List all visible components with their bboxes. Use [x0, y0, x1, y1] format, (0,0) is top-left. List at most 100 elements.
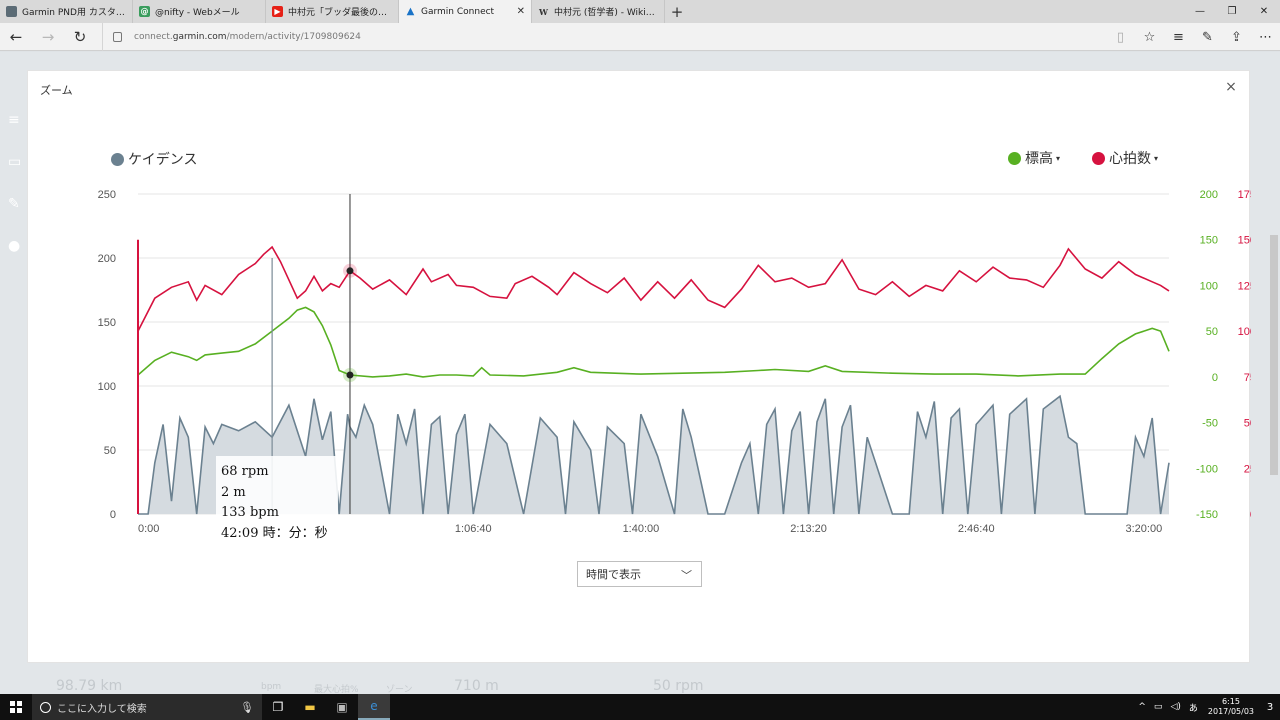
web-note-icon[interactable]: ✎	[1202, 29, 1213, 45]
tab-title: @nifty - Webメール	[155, 8, 240, 18]
more-icon[interactable]: ⋯	[1259, 29, 1272, 45]
network-icon[interactable]: ▭	[1153, 702, 1163, 712]
x-axis-mode-select[interactable]: 時間で表示 ﹀	[577, 561, 702, 587]
clock-date: 2017/05/03	[1207, 707, 1254, 716]
minimize-icon[interactable]: —	[1195, 6, 1205, 17]
activities-icon[interactable]: ✎	[8, 196, 20, 212]
heart-rate-tick-label: 125	[1238, 280, 1251, 292]
clock-time: 6:15	[1221, 697, 1240, 706]
select-value: 時間で表示	[586, 568, 641, 581]
share-icon[interactable]: ⇪	[1231, 29, 1242, 45]
cadence-line	[138, 394, 1170, 515]
reading-view-icon[interactable]: ▯	[1116, 29, 1125, 45]
elevation-tick-label: -100	[1196, 463, 1218, 475]
elevation-tick-label: 100	[1200, 280, 1218, 292]
legend-heart-rate[interactable]: 心拍数 ▾	[1092, 148, 1158, 168]
tab-title: 中村元 (哲学者) - Wikipedia	[554, 8, 658, 18]
back-icon[interactable]: ←	[9, 27, 23, 46]
microphone-icon[interactable]: 🎙	[240, 700, 254, 714]
cadence-tick-label: 250	[98, 189, 116, 201]
user-icon[interactable]: ●	[8, 238, 21, 254]
tab-title: 中村元「ブッダ最後の旅」短編	[288, 8, 392, 18]
chart-tooltip: 68 rpm 2 m 133 bpm 42:09 時：分：秒	[216, 456, 338, 546]
new-tab-button[interactable]: +	[670, 2, 684, 21]
browser-tab-active[interactable]: ▲ Garmin Connect ✕	[399, 0, 532, 23]
x-tick-label: 1:06:40	[455, 523, 492, 535]
show-hidden-icon[interactable]: ^	[1138, 702, 1146, 712]
tab-title: Garmin Connect	[421, 6, 495, 17]
notification-center-icon[interactable]: 3	[1260, 694, 1280, 720]
app-icon[interactable]: ▣	[336, 700, 348, 714]
cadence-tick-label: 50	[104, 445, 116, 457]
elevation-tick-label: 200	[1200, 189, 1218, 201]
taskbar-search[interactable]: ここに入力して検索 🎙	[32, 694, 262, 720]
menu-icon[interactable]: ≡	[8, 112, 20, 128]
elevation-cursor-point	[346, 371, 354, 379]
browser-tab-bar: Garmin PND用 カスタムPOI作 @ @nifty - Webメール ▶…	[0, 0, 1280, 23]
heart-rate-tick-label: 100	[1238, 326, 1251, 338]
tooltip-time: 42:09 時：分：秒	[221, 525, 328, 541]
x-tick-label: 3:20:00	[1126, 523, 1163, 535]
clock[interactable]: 6:15 2017/05/03	[1208, 697, 1254, 717]
cadence-tick-label: 0	[110, 509, 116, 521]
tooltip-elevation: 2 m	[221, 484, 246, 500]
garmin-icon: ▲	[406, 6, 415, 17]
cadence-area	[138, 396, 1169, 514]
heart-rate-legend-dot	[1092, 151, 1105, 165]
close-tab-icon[interactable]: ✕	[516, 6, 525, 17]
x-tick-label: 2:46:40	[958, 523, 995, 535]
zoom-modal: ズーム × 0 50 100 150 200 250 -150 -100 -50 0 50 100 15…	[27, 70, 1251, 664]
distance-value: 98.79 km	[56, 678, 123, 694]
lock-icon	[113, 31, 122, 42]
tooltip-cadence: 68 rpm	[221, 464, 269, 479]
ime-icon[interactable]: あ	[1188, 703, 1198, 714]
elevation-tick-label: 0	[1212, 372, 1218, 384]
close-window-icon[interactable]: ✕	[1259, 6, 1269, 17]
youtube-icon: ▶	[272, 6, 283, 17]
cadence-tick-label: 200	[98, 253, 116, 265]
elevation-line	[137, 306, 1170, 378]
volume-icon[interactable]: ◁)	[1170, 702, 1181, 712]
heart-rate-tick-label: 50	[1244, 418, 1251, 430]
cadence-value: 50 rpm	[653, 678, 704, 694]
activity-chart[interactable]: 0 50 100 150 200 250 -150 -100 -50 0 50 100 150 200 0 2…	[28, 71, 1251, 664]
hub-icon[interactable]: ≡	[1173, 29, 1184, 45]
bpm-tab[interactable]: bpm	[261, 682, 282, 692]
browser-tab[interactable]: Garmin PND用 カスタムPOI作	[0, 0, 133, 23]
file-explorer-icon[interactable]: ▬	[304, 700, 316, 714]
browser-tab[interactable]: ▶ 中村元「ブッダ最後の旅」短編	[266, 0, 399, 23]
url-field[interactable]: connect. garmin.com/modern/activity/17098…	[102, 22, 361, 51]
restore-icon[interactable]: ❐	[1227, 6, 1237, 17]
dashboard-icon[interactable]: ▭	[8, 154, 22, 170]
cadence-legend-dot	[111, 152, 124, 166]
windows-taskbar: ここに入力して検索 🎙 ❐ ▬ ▣ e ^ ▭ ◁) あ 6:15 2017/0…	[0, 694, 1280, 720]
start-button[interactable]	[0, 694, 32, 720]
legend-label: 心拍数	[1109, 151, 1151, 167]
system-tray: ^ ▭ ◁) あ 6:15 2017/05/03 3	[1134, 694, 1280, 720]
modal-title: ズーム	[40, 84, 73, 97]
legend-cadence[interactable]: ケイデンス	[111, 149, 197, 169]
cadence-tick-label: 150	[98, 317, 116, 329]
heart-rate-tick-label: 175	[1238, 189, 1251, 201]
edge-browser-icon[interactable]: e	[358, 694, 390, 720]
max-hr-tab[interactable]: 最大心拍%	[314, 685, 359, 695]
url-path: /modern/activity/1709809624	[226, 31, 361, 42]
legend-elevation[interactable]: 標高 ▾	[1008, 148, 1060, 168]
close-icon[interactable]: ×	[1225, 79, 1237, 95]
browser-tab[interactable]: W 中村元 (哲学者) - Wikipedia	[532, 0, 665, 23]
browser-tab[interactable]: @ @nifty - Webメール	[133, 0, 266, 23]
notification-count: 3	[1266, 701, 1274, 713]
task-view-icon[interactable]: ❐	[272, 700, 284, 714]
chevron-down-icon: ﹀	[681, 569, 692, 582]
heart-rate-tick-label: 25	[1244, 463, 1251, 475]
favorite-star-icon[interactable]: ☆	[1143, 29, 1156, 45]
zone-tab[interactable]: ゾーン	[386, 685, 413, 695]
elevation-legend-dot	[1008, 151, 1021, 165]
wikipedia-icon: W	[539, 6, 548, 17]
x-tick-label: 2:13:20	[790, 523, 827, 535]
forward-icon[interactable]: →	[41, 27, 55, 46]
address-bar: ← → ↻ connect. garmin.com/modern/activity…	[0, 22, 1280, 51]
refresh-icon[interactable]: ↻	[73, 27, 87, 46]
browser-toolbar: ▯ ☆ ≡ ✎ ⇪ ⋯	[1106, 23, 1280, 51]
page-scrollbar[interactable]	[1270, 235, 1278, 475]
